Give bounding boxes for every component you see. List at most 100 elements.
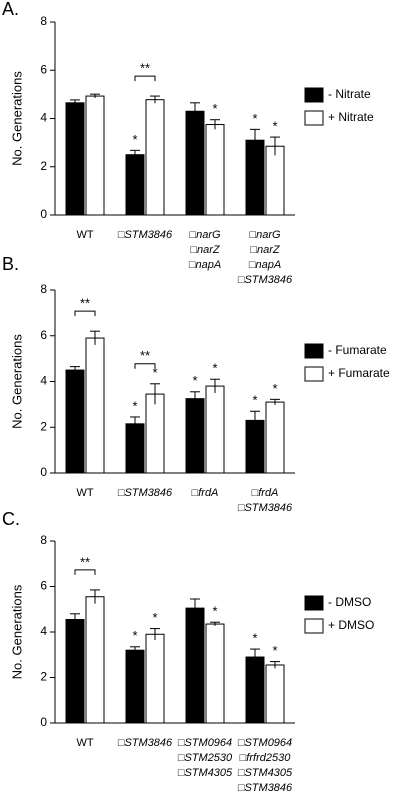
bar: [205, 385, 225, 474]
significance-star: *: [272, 381, 277, 396]
bar: [245, 656, 265, 724]
legend-swatch: [304, 110, 324, 126]
x-tick-label: □narZ: [250, 244, 281, 256]
legend-swatch: [304, 618, 324, 634]
bar: [85, 95, 105, 216]
bracket-label: **: [80, 554, 90, 569]
x-tick-label: □narG: [189, 229, 221, 241]
bar: [205, 623, 225, 724]
x-tick-label: □STM2530: [178, 752, 233, 764]
y-tick-label: 6: [40, 328, 47, 342]
x-tick-label: □STM3846: [238, 782, 293, 794]
significance-bracket: [134, 75, 156, 82]
panel-label: B.: [2, 254, 19, 274]
x-tick-label: □narZ: [190, 244, 221, 256]
y-tick-label: 6: [40, 579, 47, 593]
legend-swatch: [304, 343, 324, 359]
bar: [185, 398, 205, 474]
y-tick-label: 8: [40, 533, 47, 547]
bar: [265, 145, 285, 216]
x-tick-label: □frdA: [192, 487, 219, 499]
bar: [85, 337, 105, 474]
significance-star: *: [132, 132, 137, 147]
significance-star: *: [212, 604, 217, 619]
bar: [145, 99, 165, 216]
legend-swatch: [304, 595, 324, 611]
x-tick-label: □STM0964: [238, 737, 292, 749]
significance-star: *: [252, 111, 257, 126]
x-tick-label: □napA: [189, 259, 221, 271]
significance-star: *: [272, 119, 277, 134]
y-tick-label: 0: [40, 715, 47, 729]
legend-label: + DMSO: [328, 618, 374, 632]
legend-swatch: [304, 87, 324, 103]
y-tick-label: 6: [40, 62, 47, 76]
x-tick-label: □narG: [249, 229, 281, 241]
bar: [65, 102, 85, 216]
x-tick-label: WT: [76, 229, 93, 241]
significance-star: *: [252, 631, 257, 646]
x-tick-label: WT: [76, 487, 93, 499]
x-tick-label: □STM3846: [238, 274, 293, 286]
bar: [185, 607, 205, 724]
x-tick-label: □napA: [249, 259, 281, 271]
bar: [85, 596, 105, 724]
y-tick-label: 4: [40, 374, 47, 388]
x-tick-label: □frdA: [252, 487, 279, 499]
panel-label: A.: [2, 0, 19, 19]
bar: [265, 664, 285, 724]
y-axis-label: No. Generations: [9, 584, 24, 679]
bracket-label: **: [80, 296, 90, 311]
significance-star: *: [192, 373, 197, 388]
bar: [245, 139, 265, 216]
x-tick-label: □STM0964: [178, 737, 232, 749]
significance-bracket: [74, 310, 96, 317]
significance-star: *: [152, 610, 157, 625]
significance-star: *: [132, 398, 137, 413]
bar: [125, 154, 145, 216]
y-tick-label: 2: [40, 419, 47, 433]
y-tick-label: 0: [40, 207, 47, 221]
bar: [65, 618, 85, 724]
bar: [145, 633, 165, 724]
significance-star: *: [212, 101, 217, 116]
x-tick-label: □STM3846: [118, 487, 173, 499]
bar: [125, 423, 145, 474]
y-tick-label: 4: [40, 111, 47, 125]
x-tick-label: □STM4305: [238, 767, 293, 779]
y-axis-label: No. Generations: [9, 71, 24, 166]
bar: [265, 401, 285, 474]
x-tick-label: □STM3846: [118, 229, 173, 241]
y-tick-label: 2: [40, 159, 47, 173]
y-tick-label: 2: [40, 670, 47, 684]
x-tick-label: □STM3846: [118, 737, 173, 749]
significance-bracket: [134, 363, 156, 369]
y-tick-label: 8: [40, 282, 47, 296]
panel-label: C.: [2, 509, 20, 529]
significance-star: *: [272, 643, 277, 658]
bracket-label: **: [140, 348, 150, 363]
legend-label: - Nitrate: [328, 87, 371, 101]
bar: [205, 124, 225, 216]
x-tick-label: □frfrd2530: [240, 752, 292, 764]
y-tick-label: 0: [40, 465, 47, 479]
significance-star: *: [212, 361, 217, 376]
x-tick-label: □STM4305: [178, 767, 233, 779]
significance-star: *: [132, 628, 137, 643]
bracket-label: **: [140, 61, 150, 76]
legend-swatch: [304, 366, 324, 382]
legend-label: - DMSO: [328, 595, 371, 609]
bar: [185, 110, 205, 216]
significance-bracket: [74, 569, 96, 575]
bar: [65, 369, 85, 474]
significance-star: *: [252, 393, 257, 408]
y-tick-label: 4: [40, 624, 47, 638]
bar: [145, 393, 165, 474]
x-tick-label: WT: [76, 737, 93, 749]
legend-label: + Nitrate: [328, 110, 374, 124]
x-tick-label: □STM3846: [238, 502, 293, 514]
bar: [125, 649, 145, 724]
legend-label: + Fumarate: [328, 366, 390, 380]
significance-star: *: [152, 365, 157, 380]
